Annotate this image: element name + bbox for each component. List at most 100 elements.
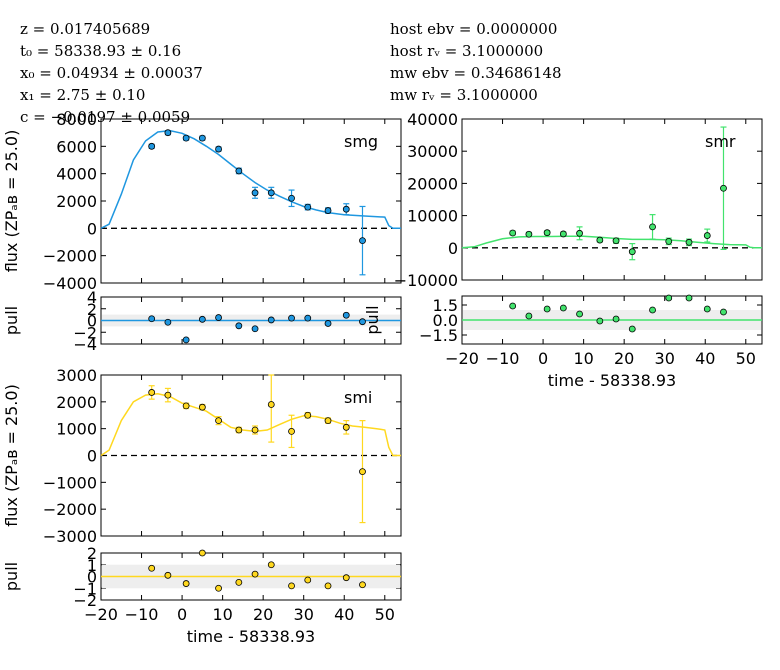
smi-data-point [342,423,350,431]
smi-data-point [235,426,243,434]
smg-pull-point [324,320,332,327]
fit-params-text: z = 0.017405689 t₀ = 58338.93 ± 0.16 x₀ … [20,20,203,126]
smg-data-point [359,237,366,245]
smg-pull-point [198,315,206,323]
param-host-ebv: host ebv = 0.0000000 [390,20,557,38]
smg-pull-axes: 420−2−4 pull [2,288,402,354]
smg-pull-point [182,336,190,344]
smg-band-label: smg [344,132,378,151]
smr-pull-point [596,317,604,325]
smg-pull-ytick-label: 4 [87,288,97,307]
smr-main-ytick-label: 0 [448,239,458,258]
smr-main-ytick-label: 10000 [407,207,458,226]
smr-pull-point [720,308,727,316]
param-t0: t₀ = 58338.93 ± 0.16 [20,42,181,60]
smg-pull-point [148,315,156,323]
smg-main-ytick-label: 6000 [56,137,97,156]
smi-ylabel: flux (ZPₐʙ = 25.0) [2,384,21,527]
smr-xtick-label: 0 [538,349,548,368]
smi-main-ytick-label: −3000 [43,527,97,546]
smi-data-point [288,427,295,435]
smg-data-point [148,142,156,150]
smr-pull-ytick-label: 0.0 [433,311,458,330]
smg-data-point [235,167,243,175]
smr-main-ytick-label: 30000 [407,142,458,161]
smi-pull-point [198,549,206,557]
smi-data-point [215,417,222,425]
smg-pull-ytick-label: 2 [87,300,97,319]
smg-main-axes: 8000 6000 4000 2000 0 −2000 −4000 smg flux (ZPₐʙ… [2,110,402,293]
smi-data-point [164,391,172,399]
smi-xtick-label: 0 [177,605,187,624]
smr-xtick-label: −10 [486,349,520,368]
smg-model-curve [100,129,401,230]
smi-xtick-label: 50 [375,605,395,624]
dust-params-text: host ebv = 0.0000000 host rᵥ = 3.1000000… [390,20,562,104]
smg-main-ytick-label: 4000 [56,165,97,184]
smr-data-point [576,229,583,237]
smr-data-point [685,238,693,246]
smg-data-point [182,134,190,142]
smi-pull-point [148,564,156,572]
smr-pull-ylabel: pull [363,305,382,334]
smi-data-point [304,411,312,419]
smr-pull-point [509,302,517,310]
smg-data-point [215,145,222,153]
smr-pull-point [612,315,620,323]
smi-main-ytick-label: −2000 [43,500,97,519]
smi-pull-ytick-label: 0 [87,568,97,587]
smi-pull-point [182,580,190,587]
smi-pull-point [324,582,332,590]
smg-pull-ytick-label: −4 [73,335,97,354]
param-c: c = −0.0197 ± 0.0059 [20,108,190,126]
smi-xtick-label: −10 [125,605,159,624]
param-x0: x₀ = 0.04934 ± 0.00037 [20,64,203,82]
smg-pull-point [342,311,350,319]
param-z: z = 0.017405689 [20,20,150,38]
smr-data-point [543,229,551,237]
smi-xtick-label: −20 [84,605,118,624]
smr-data-point [665,237,673,245]
smg-main-ytick-label: 8000 [56,110,97,129]
smg-data-point [267,189,275,197]
smi-main-ytick-label: 3000 [56,366,97,385]
smr-main-axes: 40000 30000 20000 10000 0 −10000 smr [394,110,763,290]
smr-xtick-label: 40 [695,349,715,368]
smg-data-point [251,189,259,197]
smi-data-point [324,417,332,425]
smr-data-point [525,230,533,238]
smr-pull-point [685,294,693,302]
smg-data-point [304,203,312,211]
smg-pull-point [267,316,275,324]
param-x1: x₁ = 2.75 ± 0.10 [20,86,145,104]
smi-pull-ytick-label: 2 [87,544,97,563]
smr-pull-axes: 1.50.0−1.5 pull −20 −10 0 10 20 30 40 50 time - 58… [363,294,763,390]
smg-main-ytick-label: 0 [87,219,97,238]
smr-xtick-label: 20 [614,349,634,368]
smr-data-point [703,232,711,239]
smi-data-point [148,389,156,396]
smi-band-label: smi [344,388,372,407]
smg-pull-point [251,325,259,333]
smr-xtick-label: 30 [655,349,675,368]
smr-xtick-label: 10 [573,349,593,368]
smi-pull-point [267,561,275,569]
smr-data-point [509,229,517,237]
smi-xtick-label: 30 [294,605,314,624]
smi-pull-point [359,581,366,589]
smr-data-point [559,230,567,238]
smg-data-point [324,207,332,214]
smg-pull-point [288,314,295,322]
smr-pull-point [525,312,533,320]
smr-main-ytick-label: 20000 [407,174,458,193]
smg-pull-ylabel: pull [2,306,21,335]
smi-main-ytick-label: 2000 [56,393,97,412]
smr-main-ytick-label: 40000 [407,110,458,129]
smg-pull-point [164,318,172,326]
param-mw-rv: mw rᵥ = 3.1000000 [390,86,538,104]
smg-main-ytick-label: 2000 [56,192,97,211]
smr-main-frame [461,118,763,281]
smi-xlabel: time - 58338.93 [187,627,315,646]
smr-data-point [628,248,636,256]
